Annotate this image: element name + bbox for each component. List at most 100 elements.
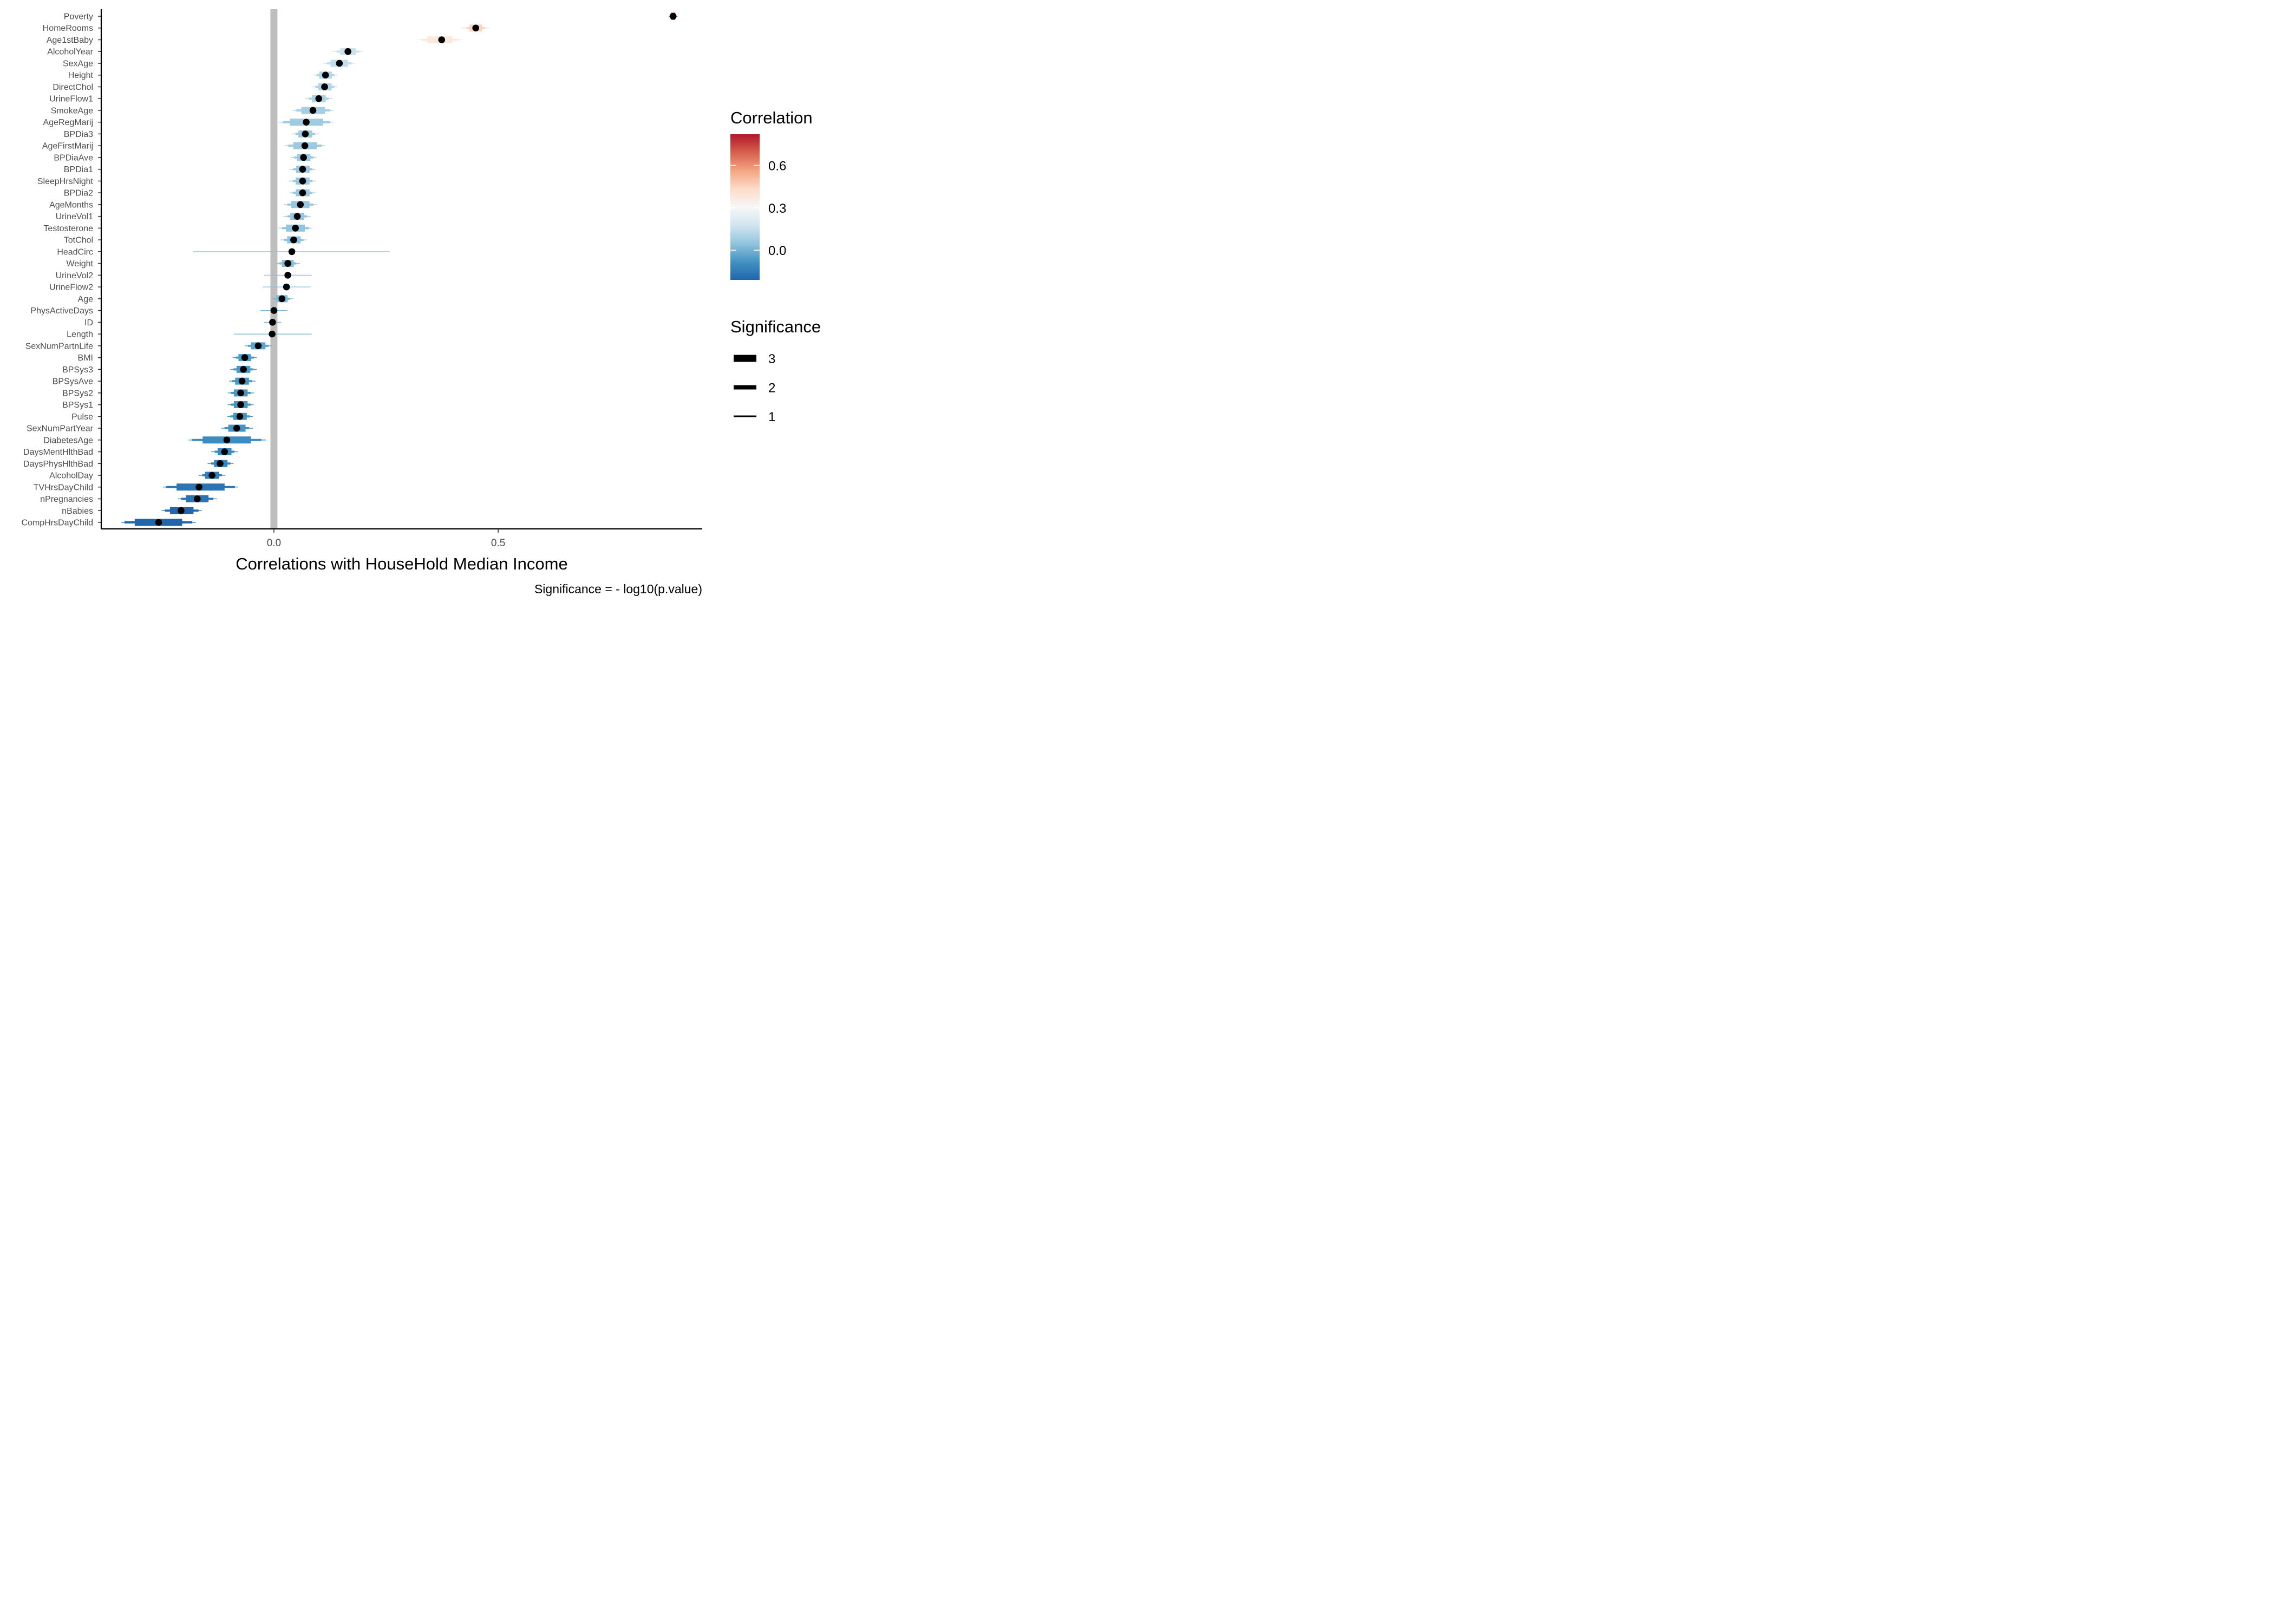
estimate-point [236,413,244,420]
series-row [284,201,317,208]
y-tick-label: Age1stBaby [47,36,93,45]
estimate-point [301,142,309,149]
significance-legend-label: 2 [768,381,775,396]
y-tick-label: BPDiaAve [54,153,93,162]
series-row [232,354,257,362]
series-row [293,107,334,114]
estimate-point [303,119,310,126]
series-row [278,224,313,232]
chart: Poverty HomeRooms Age1stBaby AlcoholYear Sex… [22,9,821,596]
y-tick-label: SleepHrsNight [37,177,94,186]
estimate-point [292,225,299,232]
series-row [284,213,311,220]
series-row [163,483,238,491]
series-row [211,448,238,456]
color-legend-bar [730,134,760,280]
estimate-point [270,307,278,314]
estimate-point [178,507,185,514]
y-tick-label: SexAge [63,59,93,68]
y-tick-label: DaysPhysHlthBad [23,460,93,469]
estimate-point [238,377,246,385]
y-tick-label: SexNumPartYear [27,424,94,434]
series-row [305,95,332,102]
series-row [323,60,355,67]
y-tick-label: TVHrsDayChild [34,483,93,492]
y-tick-label: BPSys1 [62,401,93,410]
series-row [417,36,462,43]
significance-legend: Significance 3 2 1 [730,317,821,424]
y-tick-label: DaysMentHlthBad [23,448,93,457]
y-tick-label: Height [68,71,94,80]
estimate-point [299,166,306,173]
series-row [280,236,308,244]
estimate-point [321,83,328,90]
estimate-point [241,354,249,361]
series-row [271,295,293,303]
color-legend-title: Correlation [730,108,813,127]
estimate-point [302,130,309,137]
y-tick-label: BPSys3 [62,365,93,375]
y-tick-label: Length [67,330,93,339]
series-row [161,507,202,514]
series-row [264,319,282,326]
series-row [229,377,256,385]
series-row [264,272,312,279]
x-tick-label: 0.5 [491,538,505,549]
series-row [121,519,196,526]
estimate-point [237,389,244,397]
y-tick-label: HomeRooms [43,24,93,33]
series-row [289,177,316,185]
y-tick-label: AlcoholYear [47,48,93,57]
x-axis-ticks: 0.0 0.5 [267,529,505,549]
series-row [291,154,317,161]
y-tick-label: SmokeAge [51,106,93,115]
y-tick-label: BPSysAve [53,377,93,387]
estimate-point [269,319,276,326]
y-tick-label: Weight [66,259,93,269]
estimate-point [240,366,247,373]
series-row [263,283,311,291]
estimate-point [300,154,307,161]
chart-caption: Significance = - log10(p.value) [534,582,702,596]
estimate-point [284,260,291,267]
y-tick-label: Testosterone [43,224,93,233]
series-row [227,389,254,397]
estimate-point [155,519,162,526]
y-tick-label: BPDia3 [64,130,93,139]
x-tick-label: 0.0 [267,538,281,549]
estimate-point [336,60,343,67]
series-row [207,460,234,467]
significance-legend-title: Significance [730,317,821,336]
estimate-point [195,483,202,491]
y-tick-label: UrineFlow2 [49,283,93,292]
zero-reference-band [270,9,278,529]
estimate-point [293,213,301,220]
y-tick-label: UrineVol2 [56,271,93,280]
y-tick-label: DirectChol [53,83,93,92]
color-legend-label: 0.6 [768,159,786,173]
y-tick-label: CompHrsDayChild [22,519,93,528]
y-tick-label: PhysActiveDays [30,306,93,316]
estimate-point [278,295,286,303]
y-tick-label: BPDia1 [64,165,93,174]
series-row [311,83,338,90]
significance-legend-label: 3 [768,352,775,366]
y-tick-label: BPSys2 [62,389,93,398]
series-row [289,166,316,173]
y-tick-label: BPDia2 [64,189,93,198]
series-row [668,12,678,20]
color-legend-label: 0.0 [768,244,786,258]
estimate-point [438,36,446,43]
estimate-point [233,424,240,432]
series-row [292,130,319,137]
series-row [260,307,287,314]
color-legend-label: 0.3 [768,201,786,216]
y-axis-ticks: Poverty HomeRooms Age1stBaby AlcoholYear Sex… [22,12,101,528]
estimate-point [223,436,231,444]
estimate-point [669,12,677,20]
series-row [221,424,253,432]
estimate-point [344,48,351,55]
y-tick-label: Pulse [71,412,93,422]
color-legend: Correlation 0.0 0.3 0.6 [730,108,813,280]
y-tick-label: AlcoholDay [49,472,93,481]
